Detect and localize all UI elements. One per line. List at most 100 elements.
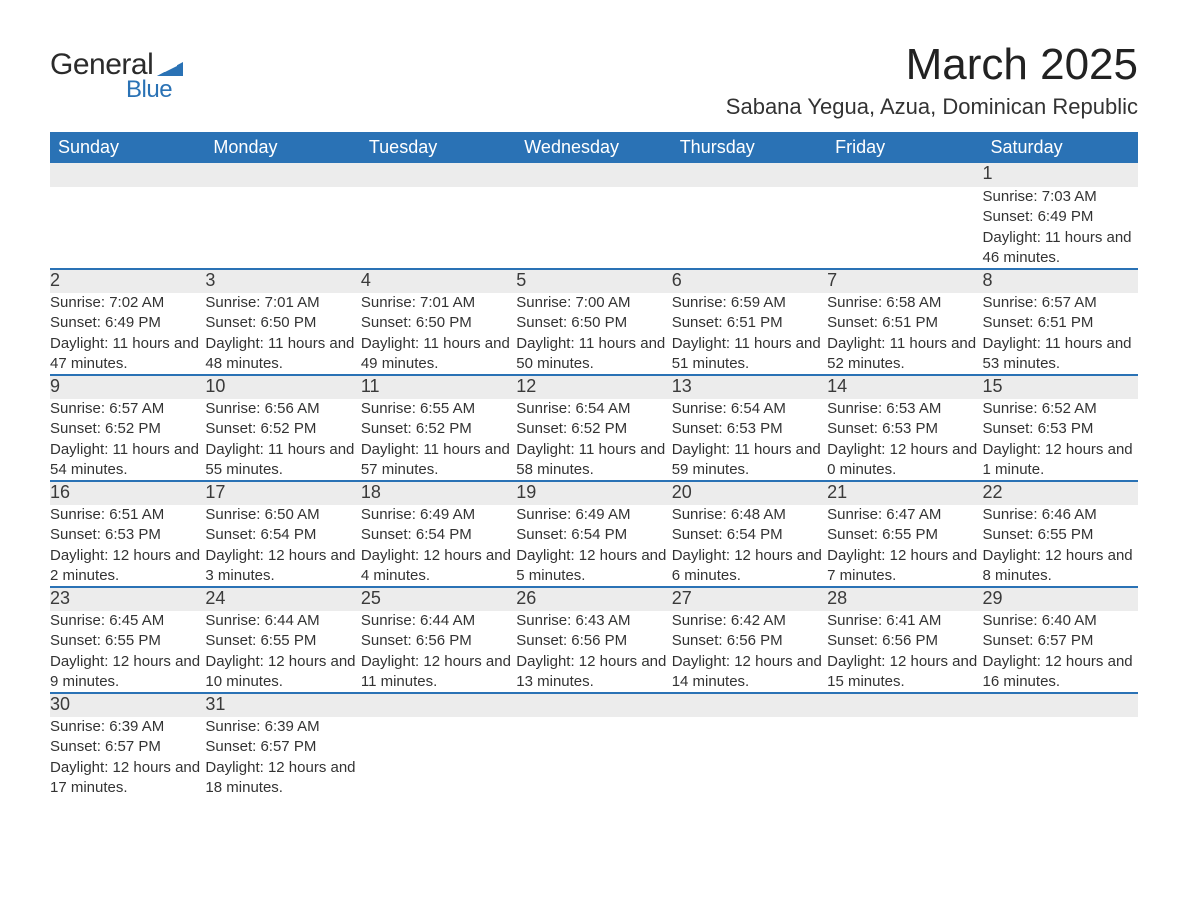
sunset-text: Sunset: 6:54 PM	[205, 525, 360, 545]
day-number-cell: 10	[205, 375, 360, 399]
day-detail-cell: Sunrise: 7:00 AMSunset: 6:50 PMDaylight:…	[516, 293, 671, 375]
daylight-text: Daylight: 12 hours and 15 minutes.	[827, 652, 982, 693]
day-number-cell: 20	[672, 481, 827, 505]
sunrise-text: Sunrise: 6:57 AM	[983, 293, 1138, 313]
day-detail-cell	[50, 187, 205, 269]
day-detail-cell: Sunrise: 6:53 AMSunset: 6:53 PMDaylight:…	[827, 399, 982, 481]
sunset-text: Sunset: 6:50 PM	[205, 313, 360, 333]
sunset-text: Sunset: 6:50 PM	[361, 313, 516, 333]
location-text: Sabana Yegua, Azua, Dominican Republic	[726, 94, 1138, 120]
day-detail-cell: Sunrise: 6:41 AMSunset: 6:56 PMDaylight:…	[827, 611, 982, 693]
day-detail-cell: Sunrise: 6:54 AMSunset: 6:52 PMDaylight:…	[516, 399, 671, 481]
day-detail-cell	[983, 717, 1138, 798]
day-detail-cell: Sunrise: 6:55 AMSunset: 6:52 PMDaylight:…	[361, 399, 516, 481]
sunset-text: Sunset: 6:56 PM	[361, 631, 516, 651]
daylight-text: Daylight: 11 hours and 54 minutes.	[50, 440, 205, 481]
day-number-cell: 26	[516, 587, 671, 611]
day-detail-cell: Sunrise: 6:56 AMSunset: 6:52 PMDaylight:…	[205, 399, 360, 481]
sunrise-text: Sunrise: 6:44 AM	[361, 611, 516, 631]
sunrise-text: Sunrise: 7:02 AM	[50, 293, 205, 313]
sunrise-text: Sunrise: 6:54 AM	[672, 399, 827, 419]
day-number-cell	[205, 163, 360, 187]
day-detail-cell: Sunrise: 6:58 AMSunset: 6:51 PMDaylight:…	[827, 293, 982, 375]
sunset-text: Sunset: 6:51 PM	[672, 313, 827, 333]
sunset-text: Sunset: 6:52 PM	[361, 419, 516, 439]
weekday-header: Tuesday	[361, 132, 516, 163]
day-number-cell: 22	[983, 481, 1138, 505]
day-number-cell	[827, 163, 982, 187]
day-number-row: 1	[50, 163, 1138, 187]
sunset-text: Sunset: 6:53 PM	[827, 419, 982, 439]
day-number-cell: 28	[827, 587, 982, 611]
day-detail-cell	[205, 187, 360, 269]
sunrise-text: Sunrise: 6:49 AM	[516, 505, 671, 525]
day-number-cell: 12	[516, 375, 671, 399]
header: General Blue March 2025 Sabana Yegua, Az…	[50, 40, 1138, 120]
page-title: March 2025	[726, 40, 1138, 90]
daylight-text: Daylight: 12 hours and 1 minute.	[983, 440, 1138, 481]
sunrise-text: Sunrise: 6:41 AM	[827, 611, 982, 631]
sunset-text: Sunset: 6:54 PM	[672, 525, 827, 545]
day-detail-cell: Sunrise: 6:44 AMSunset: 6:55 PMDaylight:…	[205, 611, 360, 693]
day-detail-cell: Sunrise: 7:03 AMSunset: 6:49 PMDaylight:…	[983, 187, 1138, 269]
day-detail-cell: Sunrise: 6:59 AMSunset: 6:51 PMDaylight:…	[672, 293, 827, 375]
day-number-cell: 11	[361, 375, 516, 399]
weekday-header: Saturday	[983, 132, 1138, 163]
day-detail-cell: Sunrise: 6:46 AMSunset: 6:55 PMDaylight:…	[983, 505, 1138, 587]
sunrise-text: Sunrise: 6:55 AM	[361, 399, 516, 419]
sunrise-text: Sunrise: 6:43 AM	[516, 611, 671, 631]
sunset-text: Sunset: 6:55 PM	[983, 525, 1138, 545]
sunrise-text: Sunrise: 6:56 AM	[205, 399, 360, 419]
weekday-header: Wednesday	[516, 132, 671, 163]
day-detail-cell: Sunrise: 6:52 AMSunset: 6:53 PMDaylight:…	[983, 399, 1138, 481]
day-detail-cell: Sunrise: 7:01 AMSunset: 6:50 PMDaylight:…	[361, 293, 516, 375]
day-number-cell: 18	[361, 481, 516, 505]
logo: General Blue	[50, 48, 183, 104]
day-detail-row: Sunrise: 7:02 AMSunset: 6:49 PMDaylight:…	[50, 293, 1138, 375]
day-number-row: 23242526272829	[50, 587, 1138, 611]
day-number-cell	[827, 693, 982, 717]
daylight-text: Daylight: 11 hours and 48 minutes.	[205, 334, 360, 375]
day-detail-cell: Sunrise: 6:45 AMSunset: 6:55 PMDaylight:…	[50, 611, 205, 693]
sunset-text: Sunset: 6:52 PM	[50, 419, 205, 439]
sunset-text: Sunset: 6:57 PM	[205, 737, 360, 757]
sunrise-text: Sunrise: 6:51 AM	[50, 505, 205, 525]
day-detail-row: Sunrise: 6:45 AMSunset: 6:55 PM Daylight:…	[50, 611, 1138, 693]
daylight-text: Daylight: 12 hours and 14 minutes.	[672, 652, 827, 693]
day-number-cell: 5	[516, 269, 671, 293]
sunrise-text: Sunrise: 6:46 AM	[983, 505, 1138, 525]
day-detail-cell: Sunrise: 7:02 AMSunset: 6:49 PMDaylight:…	[50, 293, 205, 375]
sunset-text: Sunset: 6:56 PM	[672, 631, 827, 651]
weekday-header: Monday	[205, 132, 360, 163]
sunset-text: Sunset: 6:53 PM	[50, 525, 205, 545]
daylight-text: Daylight: 12 hours and 11 minutes.	[361, 652, 516, 693]
sunrise-text: Sunrise: 6:39 AM	[205, 717, 360, 737]
sunset-text: Sunset: 6:52 PM	[516, 419, 671, 439]
day-number-cell	[516, 693, 671, 717]
day-number-cell: 9	[50, 375, 205, 399]
sunset-text: Sunset: 6:51 PM	[983, 313, 1138, 333]
day-number-cell: 25	[361, 587, 516, 611]
day-number-cell: 8	[983, 269, 1138, 293]
weekday-header: Thursday	[672, 132, 827, 163]
day-detail-cell: Sunrise: 6:57 AMSunset: 6:51 PMDaylight:…	[983, 293, 1138, 375]
sunrise-text: Sunrise: 6:48 AM	[672, 505, 827, 525]
day-number-cell: 2	[50, 269, 205, 293]
day-detail-cell: Sunrise: 7:01 AMSunset: 6:50 PMDaylight:…	[205, 293, 360, 375]
sunset-text: Sunset: 6:56 PM	[516, 631, 671, 651]
daylight-text: Daylight: 12 hours and 18 minutes.	[205, 758, 360, 799]
sunset-text: Sunset: 6:55 PM	[50, 631, 205, 651]
day-number-row: 16171819202122	[50, 481, 1138, 505]
daylight-text: Daylight: 12 hours and 17 minutes.	[50, 758, 205, 799]
day-number-cell	[672, 163, 827, 187]
day-number-cell	[361, 693, 516, 717]
sunset-text: Sunset: 6:52 PM	[205, 419, 360, 439]
day-number-cell: 27	[672, 587, 827, 611]
sunrise-text: Sunrise: 6:47 AM	[827, 505, 982, 525]
sunrise-text: Sunrise: 6:45 AM	[50, 611, 205, 631]
logo-text-blue: Blue	[126, 76, 183, 104]
day-detail-row: Sunrise: 7:03 AMSunset: 6:49 PMDaylight:…	[50, 187, 1138, 269]
sunrise-text: Sunrise: 6:53 AM	[827, 399, 982, 419]
sunset-text: Sunset: 6:57 PM	[50, 737, 205, 757]
day-number-row: 3031	[50, 693, 1138, 717]
